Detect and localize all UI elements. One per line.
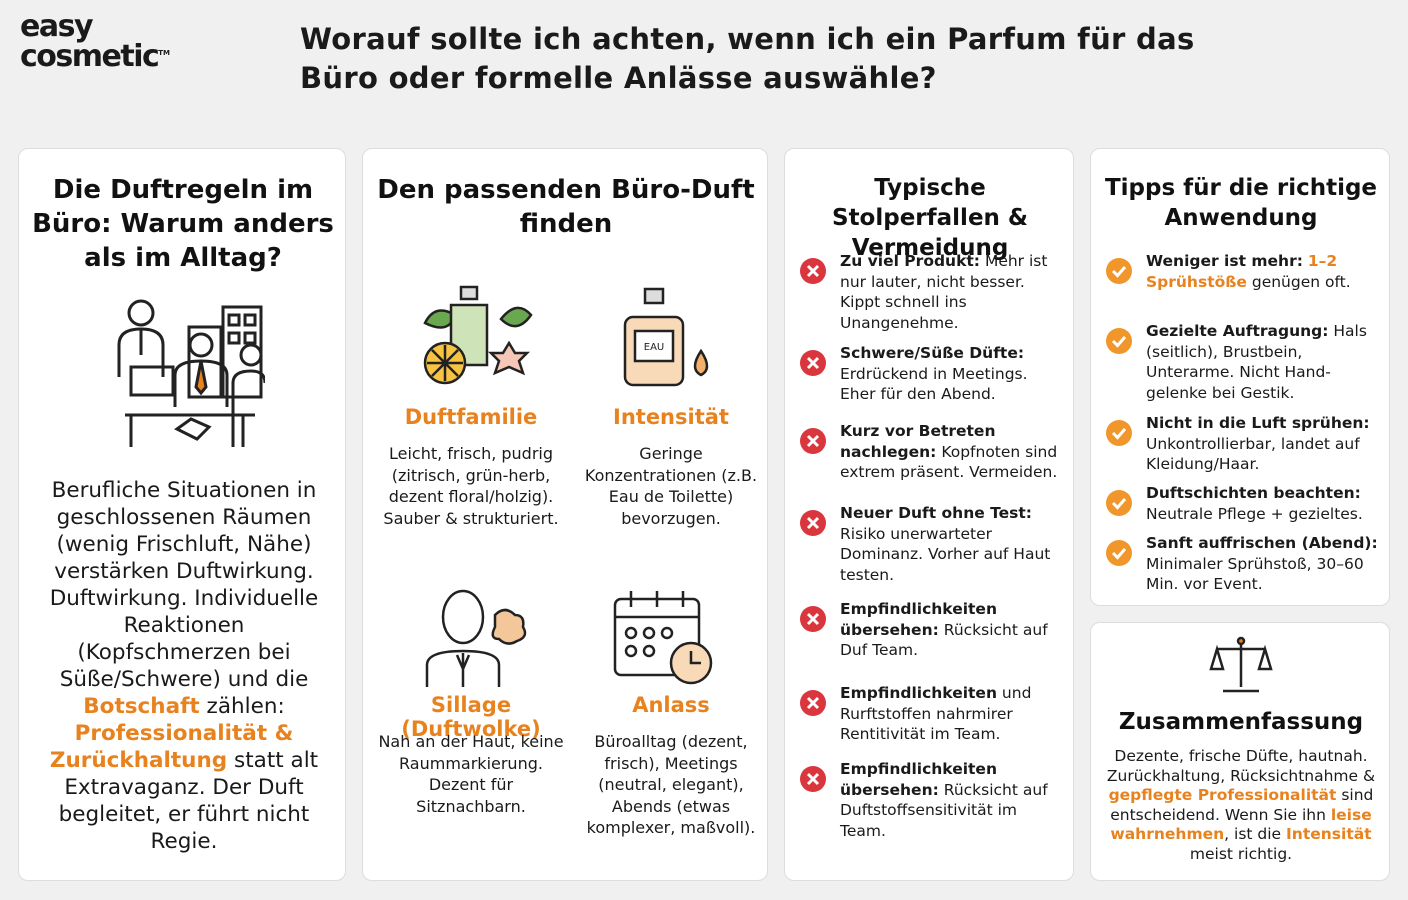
card-title: Zusammenfassung: [1118, 709, 1364, 735]
text-run: Unkontrollierbar, landet auf Kleidung/Ha…: [1146, 434, 1360, 474]
cross-icon: [800, 510, 826, 536]
item-title: Empfindlichkeiten übersehen:: [840, 760, 997, 799]
text-run: Rücksicht auf Duftstoffsensitivität im T…: [840, 780, 1048, 840]
cross-icon: [800, 258, 826, 284]
section-text: Büroalltag (dezent, frisch), Meetings (n…: [586, 732, 756, 837]
item-title: Duftschichten beachten:: [1146, 484, 1361, 502]
text-run: gepflegte Professionalität: [1108, 786, 1337, 804]
card-title: Den passenden Büro-Duft finden: [377, 175, 755, 239]
text-run: sind entscheidend. Wenn Sie ihn: [1110, 786, 1374, 824]
text-run: Minimaler Sprühstoß, 30–60 Min. vor Even…: [1146, 554, 1364, 594]
text-run: , ist die: [1224, 825, 1287, 843]
text-run: 1–2 Sprühstöße: [1146, 252, 1338, 291]
list-item: Zu viel Produkt: Mehr ist nur lauter, ni…: [840, 251, 1065, 333]
card-text: Dezente, frische Düfte, hautnah. Zurückh…: [1101, 747, 1381, 864]
text-run: Professionalität & Zurückhaltung: [49, 721, 294, 773]
item-title: Gezielte Auftragung:: [1146, 322, 1329, 340]
item-title: Weniger ist mehr:: [1146, 252, 1303, 270]
list-item: Kurz vor Betreten nachlegen: Kopfnoten s…: [840, 421, 1065, 483]
section-text: Nah an der Haut, keine Raummarkierung. D…: [378, 732, 564, 816]
text-run: Berufliche Situationen in geschlossenen …: [49, 478, 319, 692]
text-run: Erdrückend in Meetings. Eher für den Abe…: [840, 364, 1028, 404]
text-run: zählen:: [199, 694, 285, 719]
item-title: Zu viel Produkt:: [840, 252, 981, 270]
person-icon: [425, 589, 527, 687]
card-title: Die Duftregeln im Büro: Warum anders als…: [32, 175, 334, 273]
bottle-label: EAU: [644, 342, 664, 353]
list-item: Sanft auffrischen (Abend): Minimaler Spr…: [1146, 533, 1378, 595]
check-icon: [1106, 328, 1132, 354]
logo: easy cosmeticTM: [20, 9, 171, 72]
text-run: statt alt Extravaganz. Der Duft begleite…: [58, 748, 319, 854]
check-icon: [1106, 490, 1132, 516]
item-title: Empfindlichkeiten übersehen:: [840, 600, 997, 639]
text-run: Mehr ist nur lauter, nicht besser. Kippt…: [840, 252, 1048, 332]
card: Tipps für die richtige Anwendung Weniger…: [1090, 148, 1390, 606]
card: Den passenden Büro-Duft finden EAU Duftf…: [362, 148, 768, 881]
cross-icon: [800, 350, 826, 376]
item-title: Schwere/Süße Düfte:: [840, 344, 1025, 362]
office-icon: [117, 299, 265, 447]
text-run: und Rurftstoffen nahrmirer Rentitivität …: [840, 684, 1032, 743]
card: Typische Stolperfallen & Vermeidung Zu v…: [784, 148, 1074, 881]
text-run: Kopfnoten sind extrem präsent. Vermeiden…: [840, 442, 1058, 482]
logo-line: cosmetic: [20, 39, 160, 74]
item-title: Neuer Duft ohne Test:: [840, 504, 1033, 522]
check-icon: [1106, 258, 1132, 284]
cross-icon: [800, 428, 826, 454]
logo-line: easy: [20, 9, 94, 44]
check-icon: [1106, 540, 1132, 566]
header: easy cosmeticTM Worauf sollte ich achten…: [0, 0, 1408, 128]
list-item: Weniger ist mehr: 1–2 Sprühstöße genügen…: [1146, 251, 1378, 292]
section-title: Anlass: [632, 693, 710, 717]
list-item: Empfindlichkeiten und Rurftstoffen nahrm…: [840, 683, 1065, 745]
scale-icon: [1209, 636, 1273, 693]
bottle-icon: EAU: [623, 287, 709, 387]
perfume-icon: [423, 285, 533, 385]
text-run: Neutrale Pflege + gezieltes.: [1146, 504, 1363, 523]
text-run: Hals (seitlich), Brustbein, Unterarme. N…: [1146, 322, 1367, 402]
check-icon: [1106, 420, 1132, 446]
card: Zusammenfassung Dezente, frische Düfte, …: [1090, 622, 1390, 881]
text-run: Dezente, frische Düfte, hautnah. Zurückh…: [1106, 747, 1376, 785]
list-item: Gezielte Auftragung: Hals (seitlich), Br…: [1146, 321, 1378, 403]
section-text: Leicht, frisch, pudrig (zitrisch, grün-h…: [383, 444, 559, 528]
item-title: Sanft auffrischen (Abend):: [1146, 534, 1378, 552]
section-text: Geringe Konzentrationen (z.B. Eau de Toi…: [584, 444, 758, 528]
text-run: genügen oft.: [1246, 272, 1351, 291]
cross-icon: [800, 690, 826, 716]
page-title: Worauf sollte ich achten, wenn ich ein P…: [300, 22, 1195, 95]
text-run: Rücksicht auf Duf Team.: [840, 620, 1048, 660]
text-run: leise wahrnehmen: [1110, 805, 1372, 844]
text-run: meist richtig.: [1189, 844, 1293, 863]
calendar-icon: [613, 591, 713, 685]
list-item: Empfindlichkeiten übersehen: Rücksicht a…: [840, 759, 1065, 841]
text-run: Intensität: [1286, 825, 1372, 843]
logo-mark: TM: [158, 49, 171, 57]
list-item: Neuer Duft ohne Test: Risiko unerwartete…: [840, 503, 1065, 585]
card-title: Typische Stolperfallen & Vermeidung: [832, 175, 1028, 261]
section-title: Intensität: [613, 405, 729, 429]
section-title: Duftfamilie: [404, 405, 538, 429]
section-title: Sillage (Duftwolke): [401, 693, 541, 741]
card-title: Tipps für die richtige Anwendung: [1104, 175, 1378, 231]
cross-icon: [800, 766, 826, 792]
item-title: Nicht in die Luft sprühen:: [1146, 414, 1370, 432]
text-run: Risiko unerwarteter Dominanz. Vorher auf…: [840, 524, 1051, 584]
card-text: Berufliche Situationen in geschlossenen …: [39, 477, 329, 855]
list-item: Nicht in die Luft sprühen: Unkontrollier…: [1146, 413, 1378, 475]
list-item: Empfindlichkeiten übersehen: Rücksicht a…: [840, 599, 1065, 661]
item-title: Kurz vor Betreten nachlegen:: [840, 422, 996, 461]
card: Die Duftregeln im Büro: Warum anders als…: [18, 148, 346, 881]
list-item: Schwere/Süße Düfte: Erdrückend in Meetin…: [840, 343, 1065, 405]
item-title: Empfindlichkeiten: [840, 684, 997, 702]
cross-icon: [800, 606, 826, 632]
text-run: Botschaft: [83, 694, 200, 719]
list-item: Duftschichten beachten: Neutrale Pflege …: [1146, 483, 1378, 524]
